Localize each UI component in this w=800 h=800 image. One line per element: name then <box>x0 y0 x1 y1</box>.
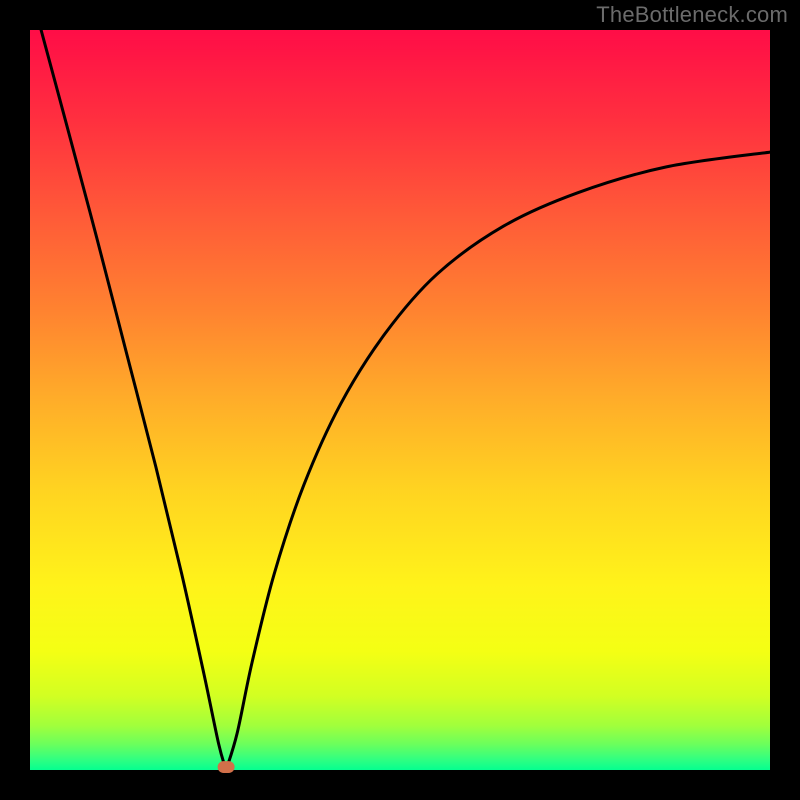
chart-frame: TheBottleneck.com <box>0 0 800 800</box>
watermark-text: TheBottleneck.com <box>596 2 788 28</box>
gradient-background <box>30 30 770 770</box>
chart-svg <box>0 0 800 800</box>
dip-marker <box>218 761 235 773</box>
